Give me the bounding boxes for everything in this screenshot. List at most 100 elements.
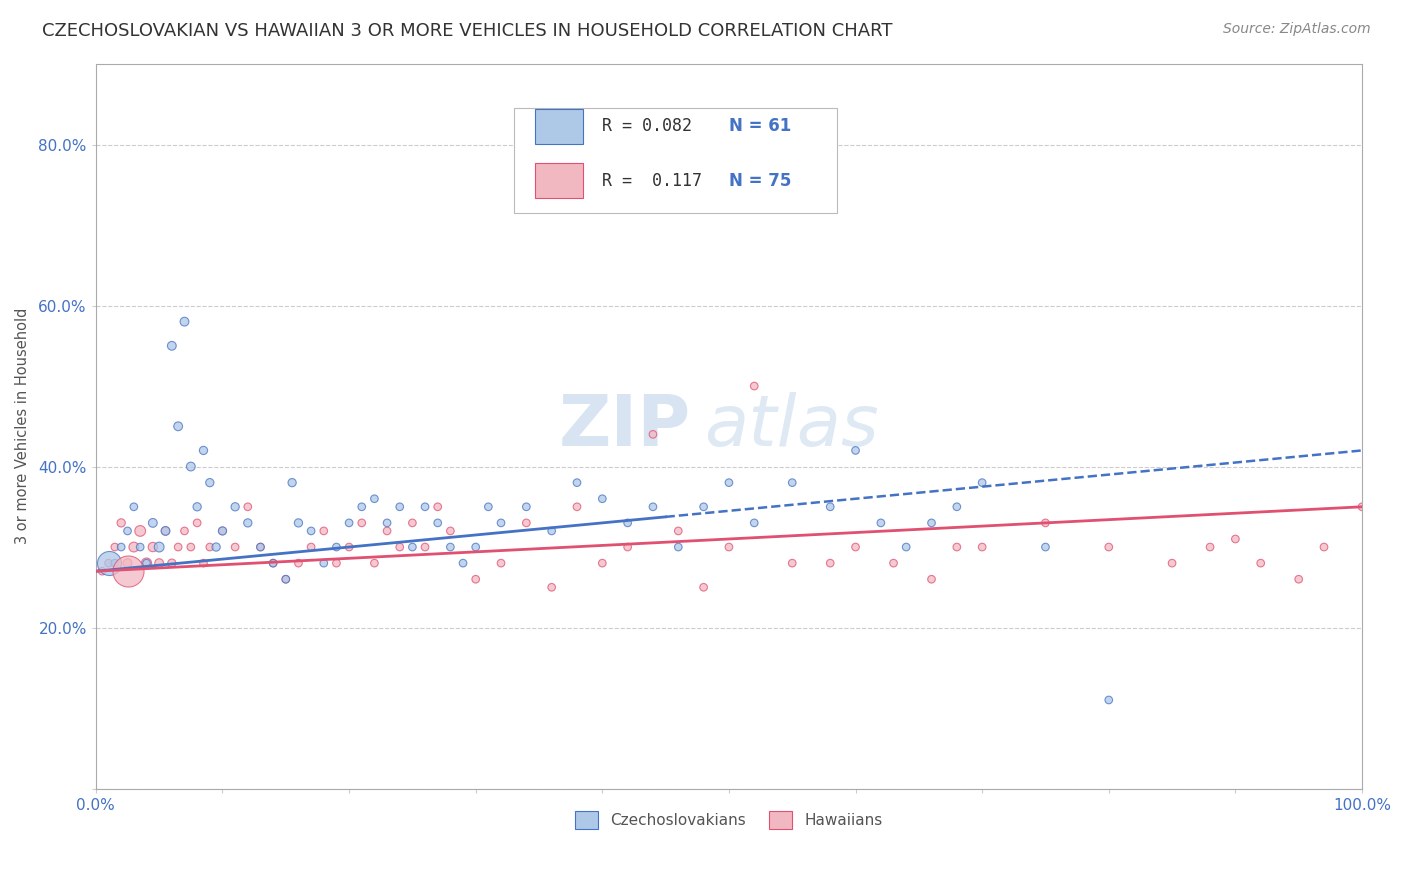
Point — [135, 556, 157, 570]
Point — [1199, 540, 1222, 554]
Point — [641, 427, 664, 442]
Point — [388, 540, 411, 554]
Point — [155, 524, 177, 538]
Point — [129, 540, 152, 554]
Point — [742, 516, 765, 530]
Point — [921, 516, 943, 530]
Text: ZIP: ZIP — [558, 392, 690, 461]
Point — [167, 419, 190, 434]
Point — [818, 556, 841, 570]
Point — [198, 475, 221, 490]
Point — [110, 540, 132, 554]
Point — [375, 524, 398, 538]
Point — [224, 540, 246, 554]
Point — [193, 556, 215, 570]
Point — [742, 379, 765, 393]
Point — [439, 524, 461, 538]
Point — [312, 524, 335, 538]
Bar — [536, 163, 583, 198]
Point — [666, 540, 689, 554]
Point — [413, 540, 436, 554]
Point — [180, 540, 202, 554]
Point — [883, 556, 905, 570]
Point — [363, 491, 385, 506]
Point — [1161, 556, 1184, 570]
Point — [641, 500, 664, 514]
Point — [193, 443, 215, 458]
Point — [117, 556, 139, 570]
Point — [110, 516, 132, 530]
Point — [844, 443, 866, 458]
Point — [844, 540, 866, 554]
Point — [211, 524, 233, 538]
Point — [135, 556, 157, 570]
Point — [350, 500, 373, 514]
Point — [274, 572, 297, 586]
Point — [180, 459, 202, 474]
Point — [972, 475, 994, 490]
Text: R = 0.082: R = 0.082 — [602, 118, 692, 136]
Point — [717, 475, 740, 490]
Point — [148, 556, 170, 570]
Text: atlas: atlas — [703, 392, 879, 461]
Point — [249, 540, 271, 554]
Point — [122, 540, 145, 554]
Point — [565, 500, 588, 514]
Point — [281, 475, 304, 490]
Point — [489, 556, 512, 570]
Point — [325, 540, 347, 554]
Point — [818, 500, 841, 514]
Point — [337, 516, 360, 530]
Point — [692, 500, 714, 514]
Point — [205, 540, 228, 554]
Point — [142, 516, 165, 530]
Point — [1250, 556, 1272, 570]
Point — [401, 540, 423, 554]
Point — [274, 572, 297, 586]
Point — [401, 516, 423, 530]
Point — [160, 556, 183, 570]
Point — [591, 491, 613, 506]
Point — [896, 540, 918, 554]
Point — [122, 500, 145, 514]
Point — [1098, 540, 1121, 554]
Point — [148, 540, 170, 554]
Point — [870, 516, 893, 530]
Point — [565, 475, 588, 490]
Point — [91, 564, 114, 578]
Point — [1351, 500, 1374, 514]
Point — [363, 556, 385, 570]
Bar — [536, 109, 583, 144]
Point — [287, 516, 309, 530]
Point — [946, 540, 969, 554]
Point — [780, 475, 803, 490]
Point — [186, 500, 208, 514]
Point — [117, 564, 139, 578]
Point — [1313, 540, 1336, 554]
Point — [540, 580, 562, 594]
Point — [117, 524, 139, 538]
Point — [104, 556, 127, 570]
Point — [249, 540, 271, 554]
Point — [173, 315, 195, 329]
Point — [717, 540, 740, 554]
Point — [426, 500, 449, 514]
Point — [337, 540, 360, 554]
Point — [312, 556, 335, 570]
Point — [540, 524, 562, 538]
Point — [129, 524, 152, 538]
Point — [1098, 693, 1121, 707]
Point — [299, 540, 322, 554]
Text: CZECHOSLOVAKIAN VS HAWAIIAN 3 OR MORE VEHICLES IN HOUSEHOLD CORRELATION CHART: CZECHOSLOVAKIAN VS HAWAIIAN 3 OR MORE VE… — [42, 22, 893, 40]
Y-axis label: 3 or more Vehicles in Household: 3 or more Vehicles in Household — [15, 308, 30, 544]
Point — [946, 500, 969, 514]
Point — [167, 540, 190, 554]
Point — [155, 524, 177, 538]
Text: N = 75: N = 75 — [728, 171, 792, 190]
Point — [198, 540, 221, 554]
Point — [97, 556, 120, 570]
Point — [262, 556, 284, 570]
Point — [439, 540, 461, 554]
Point — [1035, 540, 1057, 554]
Point — [236, 500, 259, 514]
